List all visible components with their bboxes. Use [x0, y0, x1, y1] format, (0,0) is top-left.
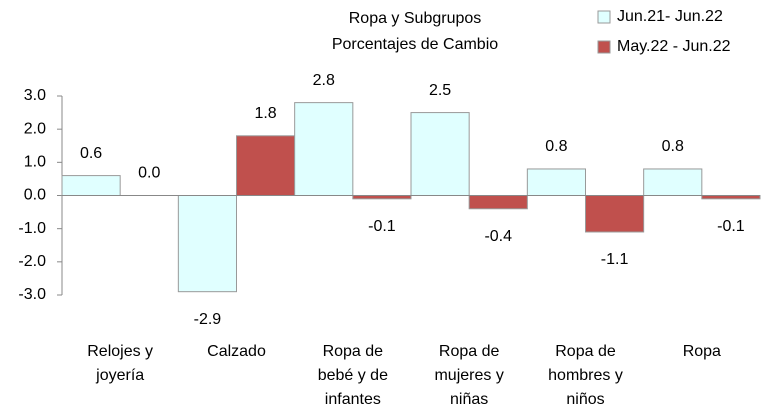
data-label: 2.5 — [429, 82, 451, 99]
y-tick-label: 1.0 — [24, 154, 46, 171]
legend-swatch — [597, 40, 611, 54]
chart-subtitle: Porcentajes de Cambio — [332, 36, 498, 53]
legend-label: Jun.21- Jun.22 — [617, 8, 723, 25]
chart-title: Ropa y Subgrupos — [349, 10, 482, 27]
bar — [61, 175, 121, 197]
data-label: 0.8 — [662, 138, 684, 155]
bar — [177, 195, 237, 293]
data-label: -0.1 — [368, 218, 396, 235]
bar — [585, 195, 645, 233]
x-tick-label: Ropa de hombres y niños — [548, 343, 623, 408]
x-tick-label: Ropa — [682, 343, 721, 360]
legend-swatch — [597, 10, 611, 24]
y-tick-label: 2.0 — [24, 120, 46, 137]
y-tick-label: -3.0 — [18, 286, 46, 303]
data-label: 0.0 — [138, 165, 160, 182]
x-tick-label: Relojes y joyería — [87, 343, 154, 384]
data-label: 1.8 — [254, 105, 276, 122]
bar — [410, 112, 470, 196]
y-tick-label: -1.0 — [18, 220, 46, 237]
bar — [468, 195, 528, 210]
y-tick-label: -2.0 — [18, 253, 46, 270]
x-tick-label: Ropa de mujeres y niñas — [434, 343, 504, 408]
bar — [526, 168, 586, 196]
data-label: -0.1 — [717, 218, 745, 235]
data-label: -2.9 — [194, 311, 222, 328]
x-tick-label: Ropa de bebé y de infantes — [317, 343, 388, 408]
data-label: 0.6 — [80, 145, 102, 162]
data-label: -1.1 — [601, 251, 629, 268]
legend-label: May.22 - Jun.22 — [617, 38, 731, 55]
bar — [643, 168, 703, 196]
bar — [236, 135, 296, 197]
x-tick-label: Calzado — [207, 343, 266, 360]
y-tick-label: 3.0 — [24, 87, 46, 104]
bar — [294, 102, 354, 196]
data-label: 0.8 — [545, 138, 567, 155]
y-tick-label: 0.0 — [24, 187, 46, 204]
data-label: -0.4 — [484, 228, 512, 245]
data-label: 2.8 — [313, 72, 335, 89]
